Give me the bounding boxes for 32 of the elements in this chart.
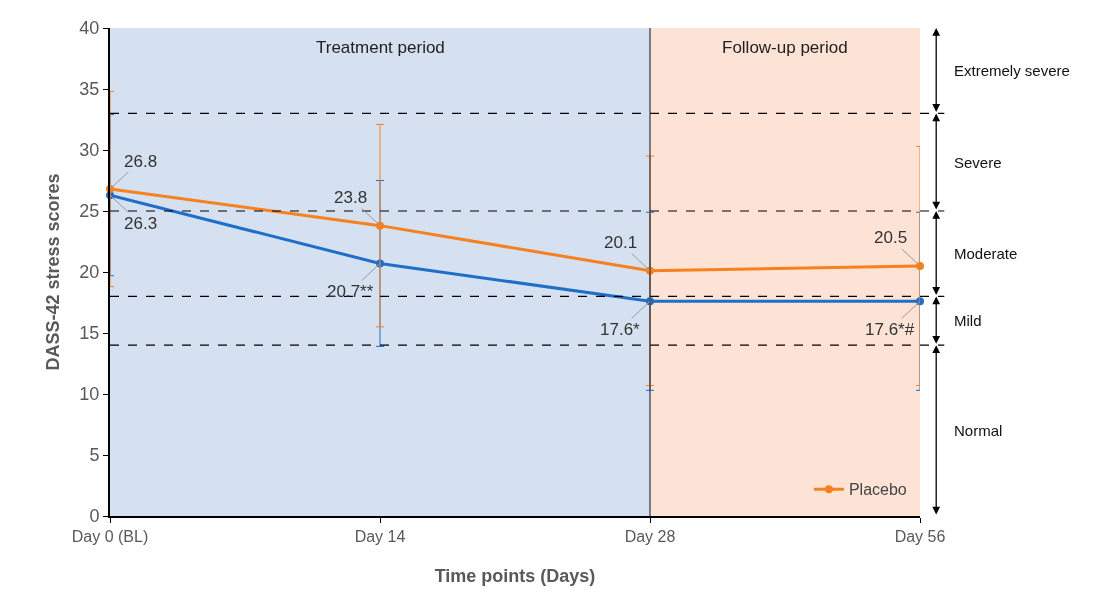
y-tick-label: 15: [79, 323, 100, 344]
text: Extremely severe: [954, 62, 1070, 79]
data-label: 23.8: [334, 188, 368, 207]
point: [916, 261, 924, 270]
y-tick-label: 40: [79, 18, 100, 39]
data-label: 17.6*#: [865, 320, 915, 339]
x-tick-label: Day 0 (BL): [71, 528, 149, 546]
x-tick-label: Day 56: [894, 528, 946, 546]
y-tick-label: 0: [89, 506, 100, 527]
y-tick-label: 30: [79, 140, 100, 161]
data-label: 20.7**: [327, 282, 374, 301]
data-label: 20.1: [604, 233, 638, 252]
data-label: 26.3: [124, 214, 158, 233]
y-tick-label: 10: [79, 384, 100, 405]
x-tick-label: Day 14: [354, 528, 406, 546]
band-label: Follow-up period: [722, 38, 848, 57]
y-axis-title: DASS-42 stress scores: [43, 173, 64, 371]
band-label: Treatment period: [316, 38, 445, 57]
y-tick-label: 20: [79, 262, 100, 283]
y-tick-label: 25: [79, 201, 100, 222]
data-label: 26.8: [124, 152, 158, 171]
data-label: 17.6*: [600, 320, 641, 339]
text: Normal: [954, 422, 1003, 439]
x-axis-title: Time points (Days): [434, 565, 596, 586]
text: Moderate: [954, 245, 1018, 262]
text: Mild: [954, 312, 982, 329]
y-tick-label: 5: [89, 445, 100, 466]
y-tick-label: 35: [79, 79, 100, 100]
x-tick-label: Day 28: [624, 528, 676, 546]
legend-label: Placebo: [848, 481, 907, 499]
data-label: 20.5: [874, 228, 908, 247]
text: Severe: [954, 154, 1002, 171]
